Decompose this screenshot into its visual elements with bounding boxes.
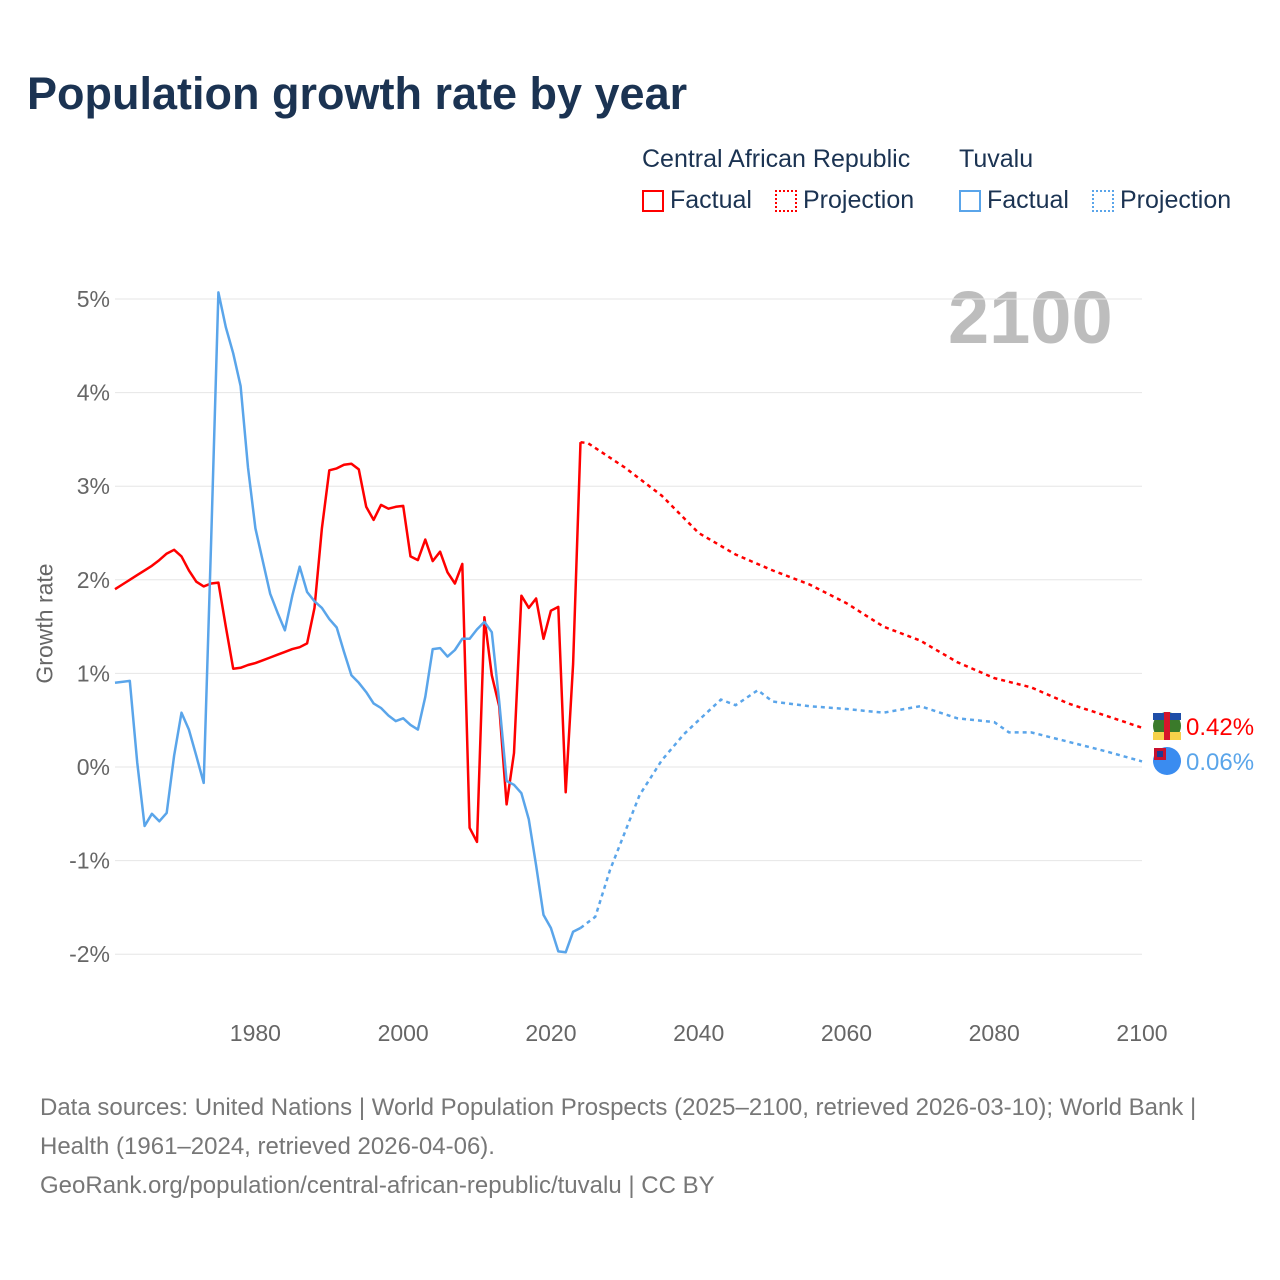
x-tick-label: 2060 [821,1020,872,1046]
legend-label: Factual [670,186,752,214]
legend-swatch-dotted [1092,189,1114,212]
chart-title: Population growth rate by year [27,68,688,119]
x-tick-label: 2080 [969,1020,1020,1046]
x-tick-label: 2040 [673,1020,724,1046]
series-line-factual [114,291,582,954]
y-tick-label: -1% [69,848,110,874]
y-tick-label: 5% [77,286,110,312]
y-tick-label: 0% [77,754,110,780]
current-year-label: 2100 [948,276,1113,359]
y-tick-label: 4% [77,380,110,406]
legend-label: Factual [987,186,1069,214]
footer-sources: Data sources: United Nations | World Pop… [40,1094,1197,1160]
y-tick-label: 2% [77,567,110,593]
series-line-factual [114,442,582,844]
y-tick-label: 3% [77,473,110,499]
y-tick-label: 1% [77,660,110,686]
legend-label: Projection [1120,186,1232,214]
x-tick-label: 2100 [1116,1020,1167,1046]
legend-swatch-solid [642,189,664,212]
footer: Data sources: United Nations | World Pop… [40,1088,1240,1205]
legend-swatch-dotted [775,189,797,212]
end-value-label: 0.42% [1186,714,1254,741]
legend-tuvalu-factual[interactable]: Factual [959,186,1069,215]
legend-group-car: Central African Republic [642,145,911,173]
legend-group-tuvalu: Tuvalu [959,145,1034,173]
x-tick-label: 2020 [525,1020,576,1046]
legend-swatch-solid [959,189,981,212]
footer-url[interactable]: GeoRank.org/population/central-african-r… [40,1172,715,1199]
series-line-projection [579,688,1143,929]
legend-tuvalu-projection[interactable]: Projection [1092,186,1231,215]
x-tick-label: 1980 [230,1020,281,1046]
y-tick-label: -2% [69,941,110,967]
legend-car-factual[interactable]: Factual [642,186,752,215]
x-tick-label: 2000 [378,1020,429,1046]
flag-stripe [1164,712,1170,740]
end-value-label: 0.06% [1186,749,1254,776]
legend-label: Projection [803,186,915,214]
flag-canton [1157,751,1163,757]
legend-car-projection[interactable]: Projection [775,186,914,215]
series-line-projection [580,440,1143,729]
